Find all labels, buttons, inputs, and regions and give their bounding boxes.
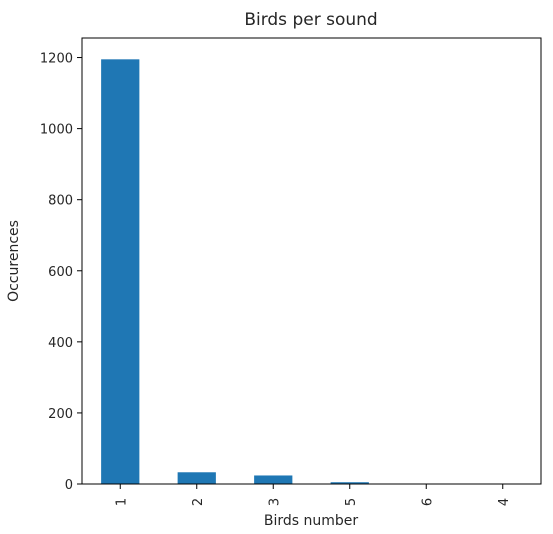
y-axis: 0 200 400 600 800 1000 1200 bbox=[40, 52, 82, 493]
bar-3 bbox=[254, 475, 293, 484]
x-tick-label-6: 6 bbox=[420, 498, 435, 506]
x-tick-label-5: 5 bbox=[344, 498, 359, 506]
y-tick-label-0: 0 bbox=[65, 478, 73, 493]
plot-frame bbox=[81, 37, 542, 485]
bar-2 bbox=[177, 472, 216, 484]
bar-5 bbox=[330, 482, 369, 484]
bar-1 bbox=[101, 59, 140, 485]
y-tick-label-1200: 1200 bbox=[40, 52, 73, 67]
x-axis: 1 2 3 5 6 4 bbox=[114, 484, 512, 506]
x-axis-label: Birds number bbox=[264, 513, 359, 529]
x-tick-label-3: 3 bbox=[267, 498, 282, 506]
y-axis-label: Occurences bbox=[6, 220, 22, 302]
y-tick-label-800: 800 bbox=[48, 194, 73, 209]
y-tick-label-600: 600 bbox=[48, 265, 73, 280]
x-tick-label-4: 4 bbox=[497, 498, 512, 506]
y-tick-label-400: 400 bbox=[48, 336, 73, 351]
bars-group bbox=[101, 59, 522, 485]
chart-title: Birds per sound bbox=[244, 10, 377, 30]
y-tick-label-1000: 1000 bbox=[40, 123, 73, 138]
y-tick-label-200: 200 bbox=[48, 407, 73, 422]
x-tick-label-2: 2 bbox=[191, 498, 206, 506]
x-tick-label-1: 1 bbox=[114, 498, 129, 506]
